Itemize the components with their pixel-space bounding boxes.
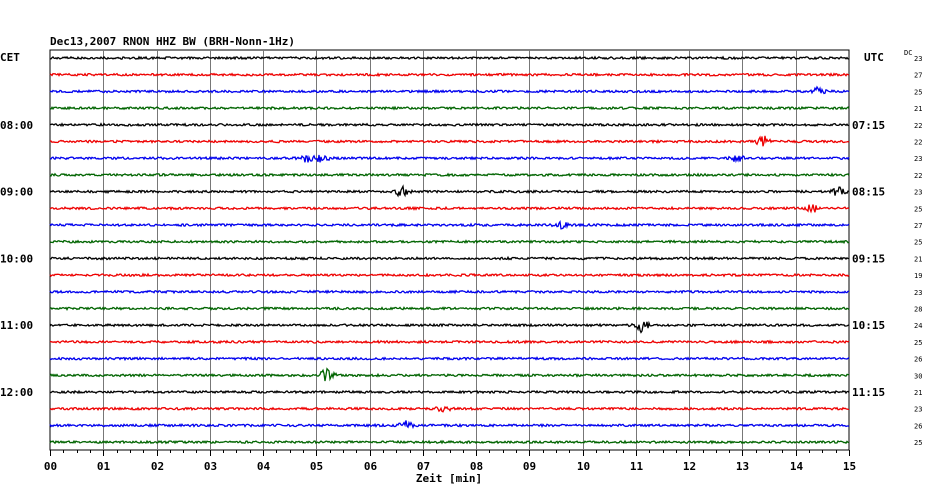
- dc-offset-label: 23: [914, 189, 922, 197]
- x-tick-label: 06: [364, 460, 378, 473]
- seismic-trace: [49, 172, 850, 178]
- seismic-trace: [49, 356, 850, 362]
- right-timezone-label: UTC: [864, 51, 884, 64]
- seismic-trace: [49, 389, 850, 395]
- grid-layer: [49, 49, 850, 456]
- seismic-trace: [49, 154, 850, 164]
- chart-title: Dec13,2007 RNON HHZ BW (BRH-Nonn-1Hz): [50, 35, 295, 48]
- dc-offset-label: 26: [914, 422, 922, 430]
- dc-offset-label: 23: [914, 55, 922, 63]
- seismic-trace: [49, 204, 850, 214]
- seismic-trace: [49, 255, 850, 261]
- dc-offset-label: 19: [914, 272, 922, 280]
- left-hour-label: 08:00: [0, 119, 33, 132]
- dc-offset-label: 25: [914, 88, 922, 96]
- right-hour-label: 10:15: [852, 319, 885, 332]
- dc-offset-label: 21: [914, 389, 922, 397]
- seismic-trace: [49, 135, 850, 147]
- seismic-trace: [49, 85, 850, 95]
- seismic-trace: [49, 289, 850, 295]
- dc-offset-label: 23: [914, 406, 922, 414]
- left-hour-label: 10:00: [0, 252, 33, 265]
- left-timezone-label: CET: [0, 51, 20, 64]
- seismic-trace: [49, 272, 850, 278]
- dc-offset-label: 24: [914, 322, 922, 330]
- x-tick-label: 01: [97, 460, 111, 473]
- dc-offset-label: 25: [914, 439, 922, 447]
- dc-offset-label: 25: [914, 239, 922, 247]
- right-hour-label: 07:15: [852, 119, 885, 132]
- x-tick-label: 05: [310, 460, 323, 473]
- x-tick-label: 02: [151, 460, 164, 473]
- dc-offset-label: 22: [914, 172, 922, 180]
- left-hour-label: 09:00: [0, 186, 33, 199]
- dc-offset-label: 26: [914, 356, 922, 364]
- seismic-trace: [49, 122, 850, 128]
- dc-offset-label: 27: [914, 72, 922, 80]
- right-hour-label: 11:15: [852, 386, 885, 399]
- x-tick-label: 07: [417, 460, 430, 473]
- x-tick-label: 10: [577, 460, 590, 473]
- seismic-trace: [49, 367, 850, 382]
- x-tick-label: 09: [523, 460, 536, 473]
- seismic-trace: [49, 405, 849, 413]
- seismic-trace: [49, 105, 850, 111]
- x-tick-label: 13: [736, 460, 749, 473]
- x-tick-label: 12: [683, 460, 696, 473]
- seismic-trace: [49, 306, 850, 312]
- x-tick-label: 03: [204, 460, 217, 473]
- dc-offset-label: 30: [914, 372, 922, 380]
- dc-offset-label: 22: [914, 122, 922, 130]
- dc-offset-label: 25: [914, 205, 922, 213]
- label-layer: 00 01 02 03 04 05 06 07 08 09 10 11 12 13 14 15 08:00 09:…: [0, 55, 922, 473]
- left-hour-label: 12:00: [0, 386, 33, 399]
- x-tick-label: 15: [843, 460, 856, 473]
- dc-offset-label: 21: [914, 105, 922, 113]
- dc-label: DC: [904, 49, 912, 57]
- dc-offset-label: 21: [914, 255, 922, 263]
- right-hour-label: 08:15: [852, 186, 885, 199]
- seismic-trace: [49, 339, 850, 345]
- seismic-trace: [49, 420, 850, 430]
- seismic-trace: [49, 55, 850, 61]
- dc-offset-label: 27: [914, 222, 922, 230]
- seismic-trace: [49, 184, 850, 198]
- right-hour-label: 09:15: [852, 252, 885, 265]
- x-axis-label: Zeit [min]: [416, 472, 482, 485]
- x-tick-label: 00: [44, 460, 57, 473]
- x-tick-label: 08: [470, 460, 483, 473]
- x-tick-label: 04: [257, 460, 271, 473]
- plot-frame: [49, 49, 850, 451]
- dc-offset-label: 22: [914, 139, 922, 147]
- seismic-trace: [49, 239, 850, 245]
- x-tick-label: 14: [790, 460, 804, 473]
- left-hour-label: 11:00: [0, 319, 33, 332]
- x-tick-label: 11: [630, 460, 644, 473]
- dc-offset-label: 28: [914, 306, 922, 314]
- dc-offset-label: 23: [914, 155, 922, 163]
- dc-offset-label: 23: [914, 289, 922, 297]
- dc-offset-label: 25: [914, 339, 922, 347]
- seismic-trace: [49, 72, 850, 78]
- seismic-trace: [49, 320, 850, 334]
- seismic-trace: [49, 439, 850, 445]
- trace-layer: [49, 55, 850, 445]
- seismic-trace: [49, 219, 850, 230]
